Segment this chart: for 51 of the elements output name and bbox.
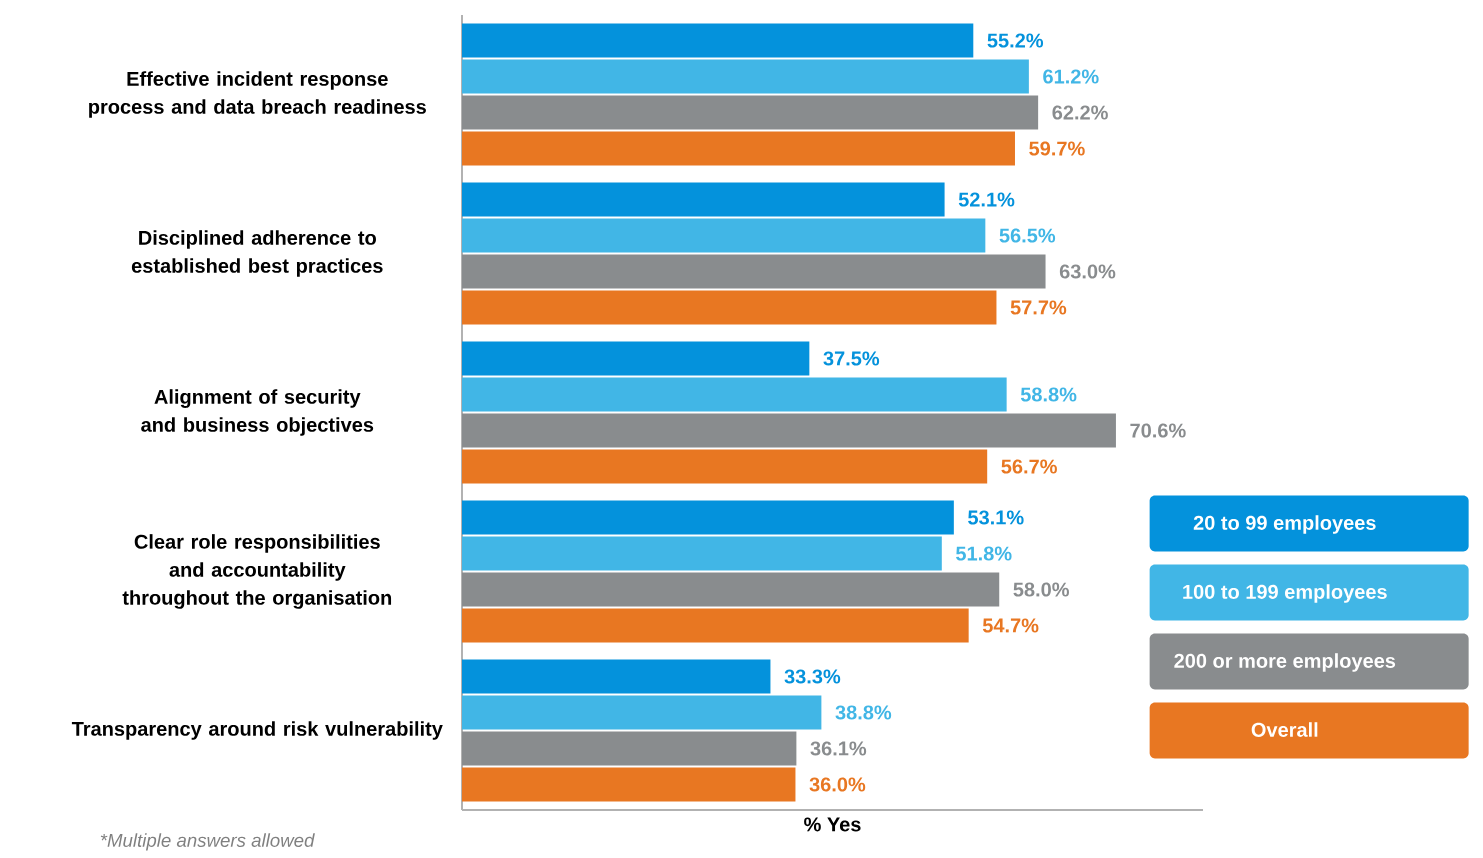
- data-label: 63.0%: [1059, 264, 1116, 279]
- data-label: 51.8%: [956, 546, 1012, 561]
- data-label: 52.1%: [958, 192, 1015, 207]
- bar: [462, 341, 810, 376]
- text: *Multiple answers allowed: [100, 833, 315, 851]
- text: 20 to 99 employees: [1193, 515, 1376, 534]
- text: 200 or more employees: [1174, 653, 1396, 672]
- data-label: 38.8%: [835, 705, 892, 720]
- data-label: 53.1%: [968, 510, 1024, 525]
- data-label: 36.0%: [809, 777, 866, 792]
- data-label: 70.6%: [1130, 423, 1186, 438]
- y-tick-label: Effective incident response process and data breach readiness: [89, 71, 426, 118]
- data-label: 36.1%: [810, 741, 867, 756]
- bar: [462, 95, 1039, 130]
- bar: [462, 23, 974, 58]
- bar: [462, 413, 1116, 448]
- data-label: 59.7%: [1029, 141, 1085, 156]
- bar: [462, 449, 988, 484]
- data-label: 58.0%: [1013, 582, 1069, 597]
- data-label: 54.7%: [982, 618, 1039, 633]
- data-label: 55.2%: [987, 33, 1044, 48]
- bar: [462, 608, 969, 643]
- y-tick-label: Transparency around risk vulnerability: [71, 721, 443, 740]
- y-tick-label: Disciplined adherence to established best practices: [131, 230, 383, 277]
- bar: [462, 254, 1046, 289]
- bar: [462, 59, 1029, 94]
- data-label: 57.7%: [1010, 300, 1067, 315]
- data-label: 56.5%: [999, 228, 1056, 243]
- bar: [462, 377, 1007, 412]
- bar: [462, 182, 945, 217]
- y-tick-label: Alignment of security and business objectives: [141, 389, 374, 436]
- data-label: 56.7%: [1001, 459, 1057, 474]
- data-label: 58.8%: [1020, 387, 1077, 402]
- bar: [462, 695, 822, 730]
- bar: [462, 767, 796, 802]
- y-tick-label: Clear role responsibilities and accountability throughout the organisation: [122, 534, 392, 609]
- data-label: 33.3%: [784, 669, 841, 684]
- bar: [462, 500, 954, 535]
- data-label: 62.2%: [1052, 105, 1108, 120]
- bar: [462, 731, 797, 766]
- bar: [462, 218, 986, 253]
- bar: [462, 131, 1015, 166]
- data-label: 37.5%: [823, 351, 880, 366]
- x-axis-title: % Yes: [804, 817, 861, 832]
- bar: [462, 572, 1000, 607]
- data-label: 61.2%: [1043, 69, 1099, 84]
- bar: [462, 536, 942, 571]
- text: 100 to 199 employees: [1183, 584, 1387, 603]
- bar: [462, 290, 997, 325]
- text: Overall: [1251, 722, 1318, 737]
- bar: [462, 659, 771, 694]
